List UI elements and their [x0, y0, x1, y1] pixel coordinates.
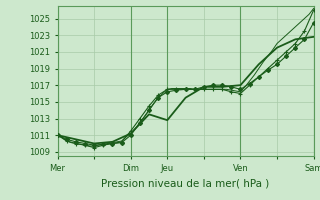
X-axis label: Pression niveau de la mer( hPa ): Pression niveau de la mer( hPa ) — [101, 178, 270, 188]
